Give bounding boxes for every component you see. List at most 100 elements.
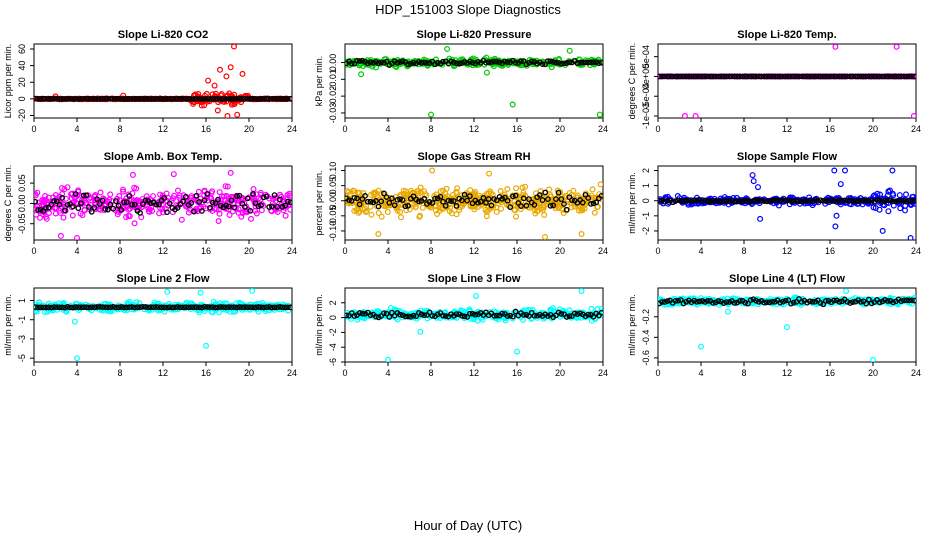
mean-point: [34, 95, 39, 102]
mean-point: [590, 200, 597, 207]
mean-point: [268, 203, 275, 210]
mean-point: [504, 197, 511, 204]
mean-point: [35, 95, 41, 102]
data-point: [69, 212, 76, 219]
data-point: [910, 113, 916, 118]
data-point: [203, 342, 210, 349]
x-tick-label: 24: [911, 246, 921, 256]
mean-point: [172, 96, 178, 102]
mean-point: [475, 58, 481, 65]
mean-point: [250, 304, 256, 311]
mean-point: [839, 73, 845, 80]
mean-point: [70, 304, 76, 311]
mean-point: [868, 73, 875, 80]
mean-point: [399, 197, 406, 203]
mean-point: [359, 310, 366, 317]
mean-point: [772, 197, 778, 204]
mean-point: [688, 198, 695, 205]
mean-point: [680, 198, 687, 204]
mean-point: [699, 298, 706, 304]
x-tick-label: 24: [287, 368, 297, 378]
mean-point: [137, 304, 143, 311]
mean-point: [263, 95, 270, 102]
x-tick-label: 0: [655, 124, 660, 134]
mean-point: [59, 304, 66, 311]
mean-point: [242, 304, 248, 310]
data-point: [170, 171, 177, 178]
mean-point: [282, 95, 289, 102]
mean-point: [424, 60, 430, 66]
mean-point: [467, 58, 473, 65]
data-point: [498, 205, 505, 212]
mean-point: [405, 61, 411, 68]
mean-point: [788, 198, 794, 204]
mean-point: [448, 58, 454, 65]
mean-point: [812, 197, 819, 203]
mean-point: [416, 198, 422, 205]
mean-point: [228, 96, 235, 102]
mean-point: [399, 58, 406, 65]
data-point: [749, 172, 756, 179]
x-tick-label: 8: [428, 124, 433, 134]
mean-point: [287, 95, 292, 102]
mean-point: [504, 59, 511, 65]
mean-point: [903, 297, 910, 304]
mean-point: [129, 304, 135, 310]
mean-point: [777, 73, 784, 80]
data-point: [284, 191, 291, 198]
data-point: [511, 206, 518, 213]
data-point: [205, 77, 212, 84]
y-tick-label: 0: [641, 198, 651, 203]
data-point: [513, 185, 520, 192]
data-point: [697, 343, 704, 350]
data-point: [258, 207, 265, 214]
data-point: [879, 227, 886, 234]
mean-point: [574, 60, 581, 67]
mean-point: [550, 59, 557, 65]
mean-point: [734, 73, 741, 80]
chart-panel: Slope Line 2 Flow 0 4 8 12 16 20 24 -5 -3 -1 1 ml/mi…: [3, 273, 297, 378]
data-point: [428, 111, 435, 118]
mean-point: [356, 201, 363, 208]
mean-point: [421, 312, 428, 319]
mean-point: [450, 59, 457, 66]
mean-point: [410, 312, 417, 319]
mean-point: [96, 304, 103, 310]
mean-point: [577, 59, 583, 66]
data-point: [555, 204, 562, 211]
panel-title: Slope Li-820 CO2: [118, 29, 208, 41]
x-tick-label: 0: [655, 368, 660, 378]
x-tick-label: 0: [342, 246, 347, 256]
mean-point: [250, 191, 256, 197]
mean-point: [223, 96, 229, 102]
mean-point: [569, 197, 575, 203]
mean-point: [410, 193, 417, 200]
data-point: [750, 178, 757, 185]
mean-point: [582, 59, 589, 66]
mean-point: [153, 304, 160, 310]
mean-point: [901, 73, 907, 80]
mean-point: [483, 199, 489, 206]
mean-point: [688, 73, 695, 80]
x-tick-label: 16: [512, 246, 522, 256]
mean-point: [817, 197, 824, 204]
mean-point: [747, 73, 754, 80]
mean-point: [747, 198, 754, 205]
data-point: [459, 203, 466, 210]
data-point: [197, 289, 204, 296]
x-tick-label: 4: [698, 246, 703, 256]
mean-point: [793, 198, 800, 204]
data-point: [521, 203, 528, 210]
mean-point: [817, 73, 824, 80]
mean-point: [239, 200, 246, 207]
panel-title: Slope Line 3 Flow: [428, 273, 521, 285]
mean-point: [429, 312, 436, 319]
data-point: [893, 44, 900, 50]
mean-point: [782, 197, 789, 204]
mean-point: [555, 59, 562, 66]
mean-point: [806, 298, 813, 305]
mean-point: [370, 59, 377, 66]
mean-point: [715, 298, 722, 304]
mean-point: [64, 304, 71, 310]
mean-point: [909, 73, 915, 80]
